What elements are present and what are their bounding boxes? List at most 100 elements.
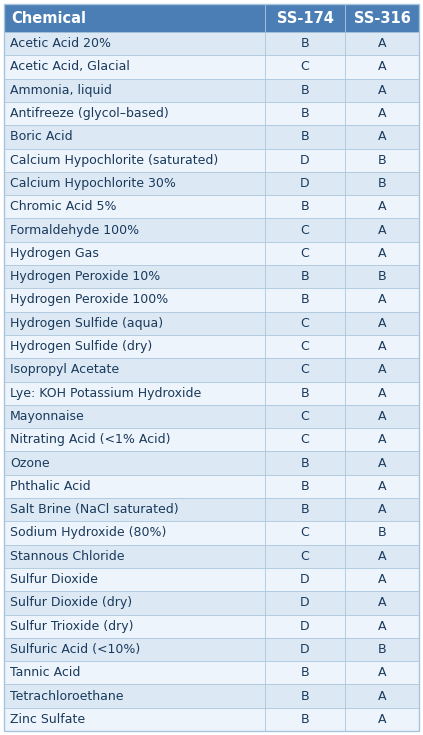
Text: Ozone: Ozone <box>10 456 49 470</box>
Text: Sulfur Trioxide (dry): Sulfur Trioxide (dry) <box>10 620 134 633</box>
Bar <box>4 475 265 498</box>
Bar <box>265 195 345 218</box>
Bar <box>345 79 419 102</box>
Text: Tetrachloroethane: Tetrachloroethane <box>10 689 124 703</box>
Text: A: A <box>378 387 386 400</box>
Text: Ammonia, liquid: Ammonia, liquid <box>10 84 112 97</box>
Bar <box>265 335 345 358</box>
Bar <box>345 4 419 32</box>
Bar <box>265 545 345 568</box>
Text: Hydrogen Peroxide 100%: Hydrogen Peroxide 100% <box>10 293 168 306</box>
Text: A: A <box>378 666 386 679</box>
Bar <box>265 591 345 614</box>
Bar <box>265 288 345 312</box>
Bar <box>4 451 265 475</box>
Text: A: A <box>378 363 386 376</box>
Text: Sodium Hydroxide (80%): Sodium Hydroxide (80%) <box>10 526 166 539</box>
Bar <box>345 312 419 335</box>
Text: Phthalic Acid: Phthalic Acid <box>10 480 91 493</box>
Text: B: B <box>301 130 309 143</box>
Text: B: B <box>301 689 309 703</box>
Bar <box>345 242 419 265</box>
Bar <box>4 172 265 195</box>
Text: B: B <box>378 643 386 656</box>
Text: A: A <box>378 293 386 306</box>
Bar <box>345 218 419 242</box>
Text: C: C <box>301 433 309 446</box>
Text: C: C <box>301 60 309 74</box>
Bar <box>345 521 419 545</box>
Bar <box>265 172 345 195</box>
Bar <box>4 125 265 148</box>
Bar <box>345 195 419 218</box>
Bar <box>345 102 419 125</box>
Text: Tannic Acid: Tannic Acid <box>10 666 80 679</box>
Bar <box>4 32 265 55</box>
Text: A: A <box>378 503 386 516</box>
Text: A: A <box>378 317 386 330</box>
Bar <box>4 358 265 381</box>
Bar <box>345 451 419 475</box>
Bar <box>345 638 419 661</box>
Bar <box>345 708 419 731</box>
Text: A: A <box>378 107 386 120</box>
Text: Stannous Chloride: Stannous Chloride <box>10 550 124 563</box>
Text: C: C <box>301 223 309 237</box>
Text: C: C <box>301 340 309 353</box>
Bar <box>345 684 419 708</box>
Bar <box>265 79 345 102</box>
Text: B: B <box>301 480 309 493</box>
Text: Nitrating Acid (<1% Acid): Nitrating Acid (<1% Acid) <box>10 433 170 446</box>
Text: Acetic Acid, Glacial: Acetic Acid, Glacial <box>10 60 130 74</box>
Text: B: B <box>301 107 309 120</box>
Bar <box>265 4 345 32</box>
Bar <box>345 661 419 684</box>
Bar <box>265 684 345 708</box>
Bar <box>4 55 265 79</box>
Text: A: A <box>378 340 386 353</box>
Bar <box>4 288 265 312</box>
Bar <box>345 545 419 568</box>
Bar <box>265 265 345 288</box>
Bar <box>4 708 265 731</box>
Text: B: B <box>301 713 309 726</box>
Text: C: C <box>301 550 309 563</box>
Bar <box>345 55 419 79</box>
Bar <box>4 381 265 405</box>
Text: B: B <box>301 666 309 679</box>
Text: D: D <box>300 154 310 167</box>
Text: D: D <box>300 596 310 609</box>
Bar <box>4 568 265 591</box>
Text: B: B <box>301 270 309 283</box>
Bar <box>265 568 345 591</box>
Text: Acetic Acid 20%: Acetic Acid 20% <box>10 37 111 50</box>
Bar <box>265 475 345 498</box>
Bar <box>4 102 265 125</box>
Bar <box>4 498 265 521</box>
Text: C: C <box>301 363 309 376</box>
Bar <box>265 381 345 405</box>
Text: B: B <box>301 293 309 306</box>
Text: Salt Brine (NaCl saturated): Salt Brine (NaCl saturated) <box>10 503 179 516</box>
Bar <box>265 102 345 125</box>
Text: A: A <box>378 456 386 470</box>
Text: C: C <box>301 247 309 260</box>
Bar <box>4 335 265 358</box>
Text: Isopropyl Acetate: Isopropyl Acetate <box>10 363 119 376</box>
Text: Chemical: Chemical <box>11 10 86 26</box>
Bar <box>265 125 345 148</box>
Bar <box>345 405 419 428</box>
Text: Hydrogen Gas: Hydrogen Gas <box>10 247 99 260</box>
Text: A: A <box>378 223 386 237</box>
Bar <box>345 32 419 55</box>
Bar <box>265 708 345 731</box>
Bar <box>4 545 265 568</box>
Text: Formaldehyde 100%: Formaldehyde 100% <box>10 223 139 237</box>
Text: A: A <box>378 689 386 703</box>
Bar <box>345 498 419 521</box>
Text: A: A <box>378 60 386 74</box>
Bar <box>4 148 265 172</box>
Text: Boric Acid: Boric Acid <box>10 130 73 143</box>
Bar <box>345 614 419 638</box>
Text: Antifreeze (glycol–based): Antifreeze (glycol–based) <box>10 107 169 120</box>
